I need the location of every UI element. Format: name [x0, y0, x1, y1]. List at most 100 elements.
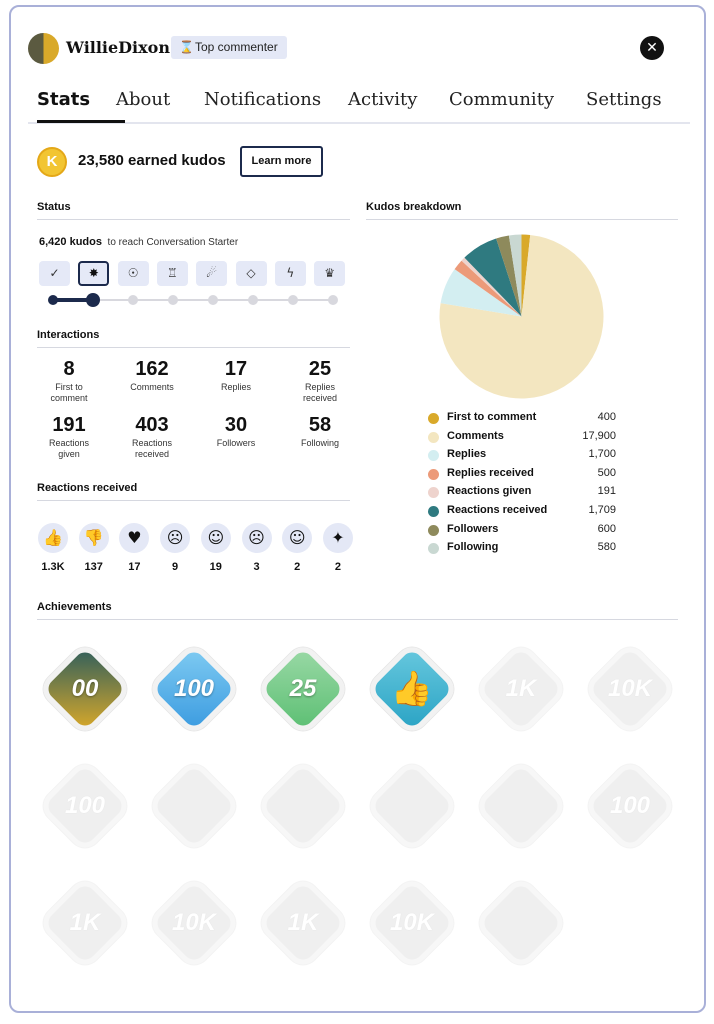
badge-text	[255, 758, 351, 858]
tab-stats[interactable]: Stats	[37, 89, 91, 110]
username[interactable]: WillieDixon	[66, 38, 170, 57]
pie-slice-replies[interactable]	[440, 269, 522, 317]
badge-text	[146, 758, 242, 858]
check-badge-icon[interactable]: ✓	[39, 261, 70, 286]
badge-text: 1K	[69, 909, 101, 936]
achievements-title: Achievements	[37, 601, 112, 613]
reaction-count: 2	[294, 561, 301, 573]
stat-value: 403	[135, 414, 169, 436]
legend-swatch	[428, 468, 439, 480]
close-icon: ✕	[646, 40, 658, 56]
tab-activity[interactable]: Activity	[348, 89, 418, 110]
lightbulb-badge-icon[interactable]	[472, 874, 570, 975]
stat-label: Replies received	[302, 382, 338, 403]
speech-bubble-100-badge-icon[interactable]: 100	[145, 640, 243, 741]
pie-legend: First to comment 400 Comments 17,900 Replies…	[428, 410, 618, 559]
legend-label: Reactions received	[447, 503, 548, 516]
commenter-100-badge-icon[interactable]: 100	[36, 757, 134, 858]
legend-value: 500	[597, 466, 616, 479]
pie-slice-first-to-comment[interactable]	[521, 234, 531, 317]
pie-slice-reactions-given[interactable]	[461, 257, 522, 317]
legend-label: First to comment	[447, 411, 537, 423]
pie-slice-reactions-received[interactable]	[464, 238, 522, 317]
likes-1k-badge-icon[interactable]: 1K	[36, 874, 134, 975]
angry-face-icon: ☹	[241, 523, 272, 553]
legend-label: Comments	[447, 429, 504, 442]
tab-about[interactable]: About	[116, 89, 171, 110]
followers-25-badge-icon[interactable]: 25	[254, 640, 352, 741]
text-bubble-badge-icon[interactable]	[254, 757, 352, 858]
legend-value: 1,700	[588, 448, 616, 461]
stat-label: Followers	[216, 438, 256, 448]
interactions-title: Interactions	[37, 329, 100, 341]
earned-kudos: 23,580 earned kudos	[78, 152, 226, 169]
star-burst-icon[interactable]: ✸	[78, 261, 110, 286]
badge-text: 10K	[171, 909, 217, 936]
reaction-count: 17	[128, 561, 141, 573]
pie-slice-replies-received[interactable]	[454, 260, 522, 317]
comet-icon[interactable]: ☄	[196, 261, 228, 286]
stat-label: First to comment	[50, 382, 88, 403]
interactions-divider	[37, 347, 350, 348]
badge-text: 100	[173, 675, 215, 702]
followers-100-badge-icon[interactable]: 100	[581, 757, 679, 858]
stat-label: Reactions given	[48, 438, 90, 459]
interaction-stat: 8 First to comment	[27, 358, 111, 404]
close-button[interactable]: ✕	[640, 36, 664, 60]
progress-step-dot	[288, 295, 298, 305]
heart-bubble-badge-icon[interactable]	[472, 757, 570, 858]
tab-settings[interactable]: Settings	[586, 89, 662, 110]
stat-value: 191	[52, 414, 86, 436]
interaction-stat: 25 Replies received	[278, 358, 362, 404]
stat-label: Reactions received	[131, 438, 173, 459]
bubble-1k-badge-icon[interactable]: 1K	[472, 640, 570, 741]
legend-label: Following	[447, 541, 499, 554]
reaction-count: 9	[172, 561, 179, 573]
diamond-icon[interactable]: ◇	[235, 261, 267, 286]
lightning-icon[interactable]: ϟ	[274, 261, 306, 286]
emoji-click-1k-badge-icon[interactable]: 1K	[254, 874, 352, 975]
stat-value: 17	[224, 358, 248, 380]
hand-badge-icon[interactable]: ☉	[117, 261, 149, 286]
bubble-10k-badge-icon[interactable]: 10K	[581, 640, 679, 741]
reaction-count: 2	[334, 561, 341, 573]
pie-slice-followers[interactable]	[496, 235, 522, 317]
legend-item: Reactions given 191	[428, 484, 618, 503]
interaction-stat: 30 Followers	[194, 414, 278, 449]
pie-slice-following[interactable]	[508, 234, 522, 317]
achievements-divider	[37, 619, 678, 620]
learn-more-button[interactable]: Learn more	[240, 146, 323, 177]
jersey-badge-icon[interactable]: 00	[36, 640, 134, 741]
progress-step-dot	[248, 295, 258, 305]
surprised-face-icon: ☺	[282, 523, 313, 553]
crown-icon[interactable]: ♛	[314, 261, 346, 286]
likes-10k-badge-icon[interactable]: 10K	[145, 874, 243, 975]
thumbs-up-icon: 👍	[390, 670, 434, 708]
legend-swatch	[428, 431, 439, 443]
badge-text: 100	[64, 792, 106, 819]
legend-item: Replies 1,700	[428, 447, 618, 466]
reaction-item: ☹ 3	[237, 523, 277, 573]
legend-label: Followers	[447, 522, 499, 535]
hourglass-icon: ⌛	[179, 40, 194, 54]
legend-value: 400	[597, 411, 616, 423]
progress-fill	[53, 298, 93, 302]
reaction-item: ✦ 2	[318, 523, 358, 573]
thumbs-up-badge-icon[interactable]: 👍	[363, 640, 461, 741]
stat-value: 162	[135, 358, 169, 380]
profile-header: WillieDixon ⌛ Top commenter ✕	[28, 32, 668, 66]
pie-slice-comments[interactable]	[439, 234, 604, 399]
laughing-bubble-badge-icon[interactable]	[145, 757, 243, 858]
emoji-click-10k-badge-icon[interactable]: 10K	[363, 874, 461, 975]
progress-step-dot	[128, 295, 138, 305]
trophy-icon[interactable]: ♖	[156, 261, 188, 286]
legend-swatch	[428, 450, 439, 462]
reaction-item: ☺ 2	[277, 523, 317, 573]
tab-notifications[interactable]: Notifications	[204, 89, 322, 110]
badge-text: 100	[609, 792, 651, 819]
avatar[interactable]	[28, 33, 59, 64]
reaction-count: 3	[253, 561, 260, 573]
tab-community[interactable]: Community	[449, 89, 555, 110]
kudos-breakdown-title: Kudos breakdown	[366, 201, 462, 213]
surprised-bubble-badge-icon[interactable]	[363, 757, 461, 858]
